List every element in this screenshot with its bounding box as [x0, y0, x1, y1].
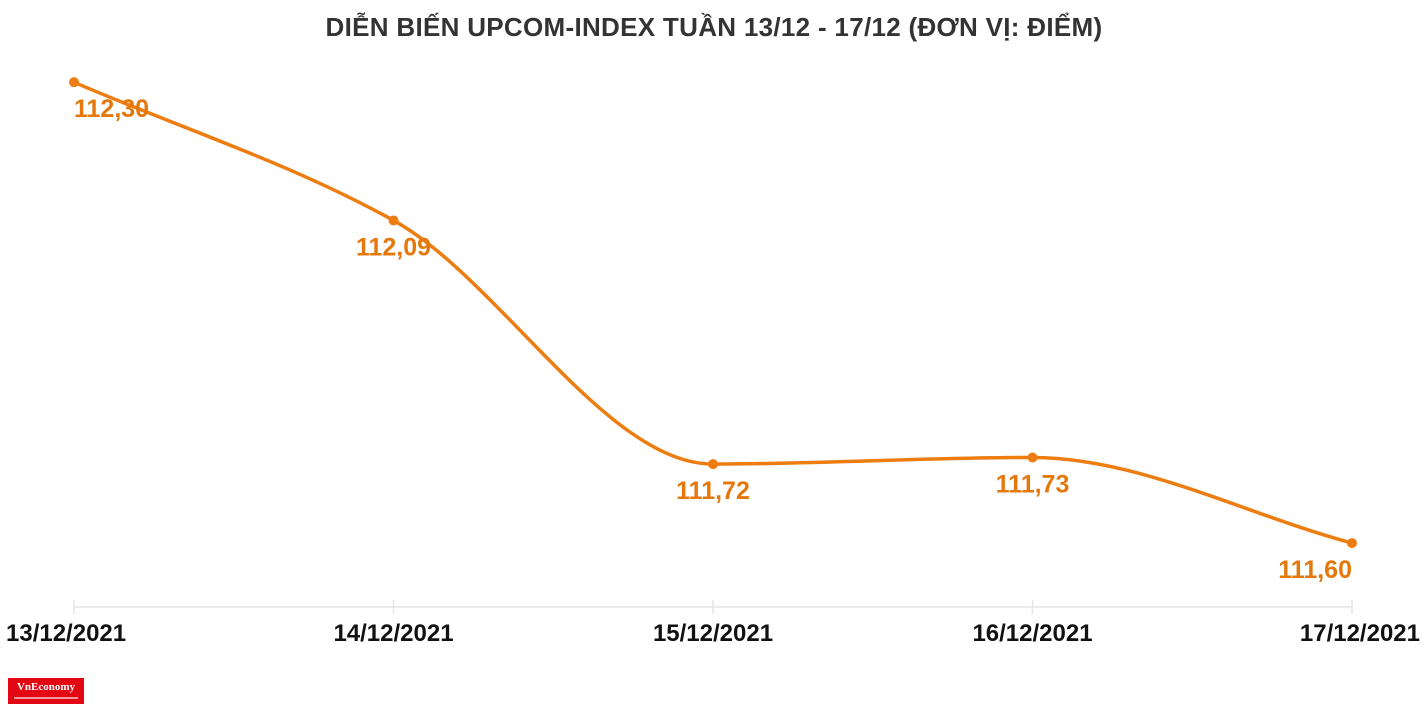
vneconomy-logo: VnEconomy: [8, 678, 84, 704]
logo-text: VnEconomy: [16, 681, 76, 693]
data-label: 111,60: [1278, 556, 1352, 584]
x-tick-label: 16/12/2021: [972, 620, 1092, 647]
data-label: 111,73: [996, 470, 1070, 498]
x-tick-label: 14/12/2021: [333, 620, 453, 647]
series-line: [72, 80, 1354, 545]
data-point: [69, 77, 79, 88]
data-point: [708, 459, 718, 470]
x-tick-label: 15/12/2021: [653, 620, 773, 647]
logo-underline: [14, 697, 78, 699]
data-point: [1027, 452, 1038, 463]
data-label: 112,09: [356, 233, 431, 261]
x-tick-label: 17/12/2021: [1300, 620, 1420, 647]
data-point: [388, 215, 399, 226]
data-label: 112,30: [74, 95, 149, 123]
x-tick-label: 13/12/2021: [6, 620, 126, 647]
data-label: 111,72: [676, 477, 750, 505]
data-point: [1347, 538, 1357, 549]
chart-title: DIỄN BIẾN UPCOM-INDEX TUẦN 13/12 - 17/12…: [325, 12, 1103, 42]
